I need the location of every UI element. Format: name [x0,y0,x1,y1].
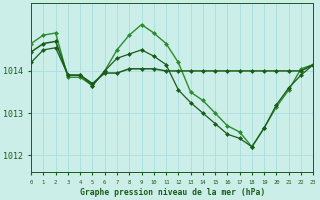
X-axis label: Graphe pression niveau de la mer (hPa): Graphe pression niveau de la mer (hPa) [80,188,265,197]
